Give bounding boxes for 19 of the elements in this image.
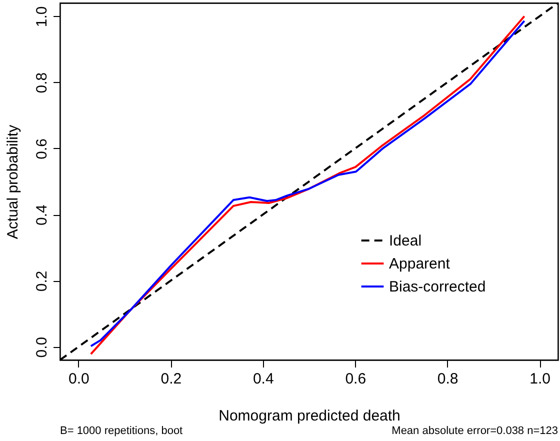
x-tick-label: 0.4 bbox=[252, 370, 274, 388]
y-axis-title: Actual probability bbox=[4, 124, 22, 240]
x-tick-label: 1.0 bbox=[530, 370, 550, 388]
x-tick-label: 0.6 bbox=[345, 370, 366, 388]
text: B= 1000 repetitions, boot bbox=[60, 425, 183, 437]
text: Mean absolute error=0.038 n=123 bbox=[392, 425, 558, 437]
x-tick-label: 0.0 bbox=[68, 370, 90, 388]
y-tick-label: 1.0 bbox=[34, 6, 50, 28]
y-tick-label: 0.8 bbox=[34, 72, 50, 94]
x-axis-title: Nomogram predicted death bbox=[218, 408, 400, 424]
legend-label: Apparent bbox=[389, 256, 451, 272]
y-tick-label: 0.2 bbox=[34, 270, 50, 292]
y-tick-label: 0.4 bbox=[34, 204, 50, 226]
legend-label: Ideal bbox=[389, 232, 422, 250]
y-tick-label: 0.6 bbox=[34, 138, 50, 160]
x-tick-label: 0.8 bbox=[437, 370, 458, 388]
legend-label: Bias-corrected bbox=[389, 278, 486, 296]
y-tick-label: 0.0 bbox=[34, 336, 50, 358]
x-tick-label: 0.2 bbox=[160, 370, 182, 388]
